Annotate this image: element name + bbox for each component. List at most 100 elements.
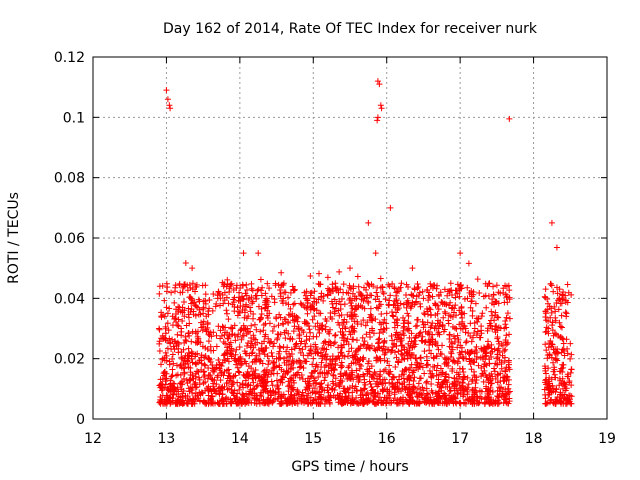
data-point [278,398,285,405]
data-point [254,287,261,294]
data-point [175,323,182,330]
data-point [542,294,549,301]
data-point [379,284,386,291]
data-point [425,328,432,335]
data-point [503,324,510,331]
data-point [470,334,477,341]
data-point [483,304,490,311]
data-point [164,96,171,103]
data-point [392,363,399,370]
data-point [303,333,310,340]
data-point [455,287,462,294]
data-point [187,397,194,404]
data-point [270,365,277,372]
data-point [279,281,286,288]
data-point [258,393,265,400]
data-point [442,391,449,398]
data-point [231,322,238,329]
data-point [236,386,243,393]
data-point [299,389,306,396]
data-point [434,320,441,327]
data-point [261,333,268,340]
data-point [561,352,568,359]
data-point [485,391,492,398]
data-point [492,400,499,407]
data-point [220,339,227,346]
x-tick-label: 18 [525,431,543,447]
data-point [488,308,495,315]
data-point [423,353,430,360]
data-point [217,335,224,342]
data-point [247,304,254,311]
data-point [397,300,404,307]
data-point [503,399,510,406]
data-point [457,250,464,257]
data-point [310,355,317,362]
data-point [405,313,412,320]
data-point [227,281,234,288]
data-point [504,299,511,306]
data-point [336,380,343,387]
data-point [336,268,343,275]
data-point [488,353,495,360]
data-point [280,344,287,350]
data-point [247,388,254,395]
data-point [353,388,360,395]
data-point [377,357,384,364]
data-point [226,288,233,295]
data-point [432,301,439,308]
data-point [275,385,282,392]
data-point [414,385,421,392]
data-point [433,397,440,404]
data-point [446,332,453,339]
data-point [545,318,552,325]
data-point [185,349,192,356]
data-point [207,396,214,403]
data-point [471,350,478,357]
data-point [311,288,318,295]
data-point [318,391,325,398]
data-point [174,331,181,338]
data-point [329,300,336,307]
data-point [419,384,426,391]
data-point [406,344,413,351]
data-point [244,382,251,389]
data-point [232,337,239,344]
data-point [317,281,324,288]
data-point [492,375,499,382]
data-point [274,336,281,343]
data-point [330,380,337,387]
data-point [213,332,220,339]
data-point [188,353,195,360]
data-point [315,395,322,402]
data-point [376,335,383,342]
data-point [250,379,257,386]
data-point [551,330,558,337]
data-point [557,368,564,375]
data-point [318,359,325,366]
data-point [217,327,224,334]
data-point [205,308,212,315]
data-point [495,371,502,378]
data-point [326,330,333,337]
data-point [492,312,499,319]
data-point [363,331,370,338]
data-point [156,290,163,297]
data-point [395,399,402,406]
data-point [294,387,301,394]
data-point [318,294,325,301]
data-point [242,377,249,384]
data-point [158,387,165,394]
data-point [289,357,296,364]
data-point [490,283,497,290]
data-point [348,345,355,352]
data-point [263,369,270,376]
data-point [409,265,416,272]
data-point [429,341,436,348]
data-point [555,306,562,313]
data-point [283,348,290,355]
data-point [161,297,168,304]
data-point [211,368,218,375]
data-point [394,334,401,341]
data-point [175,316,182,323]
